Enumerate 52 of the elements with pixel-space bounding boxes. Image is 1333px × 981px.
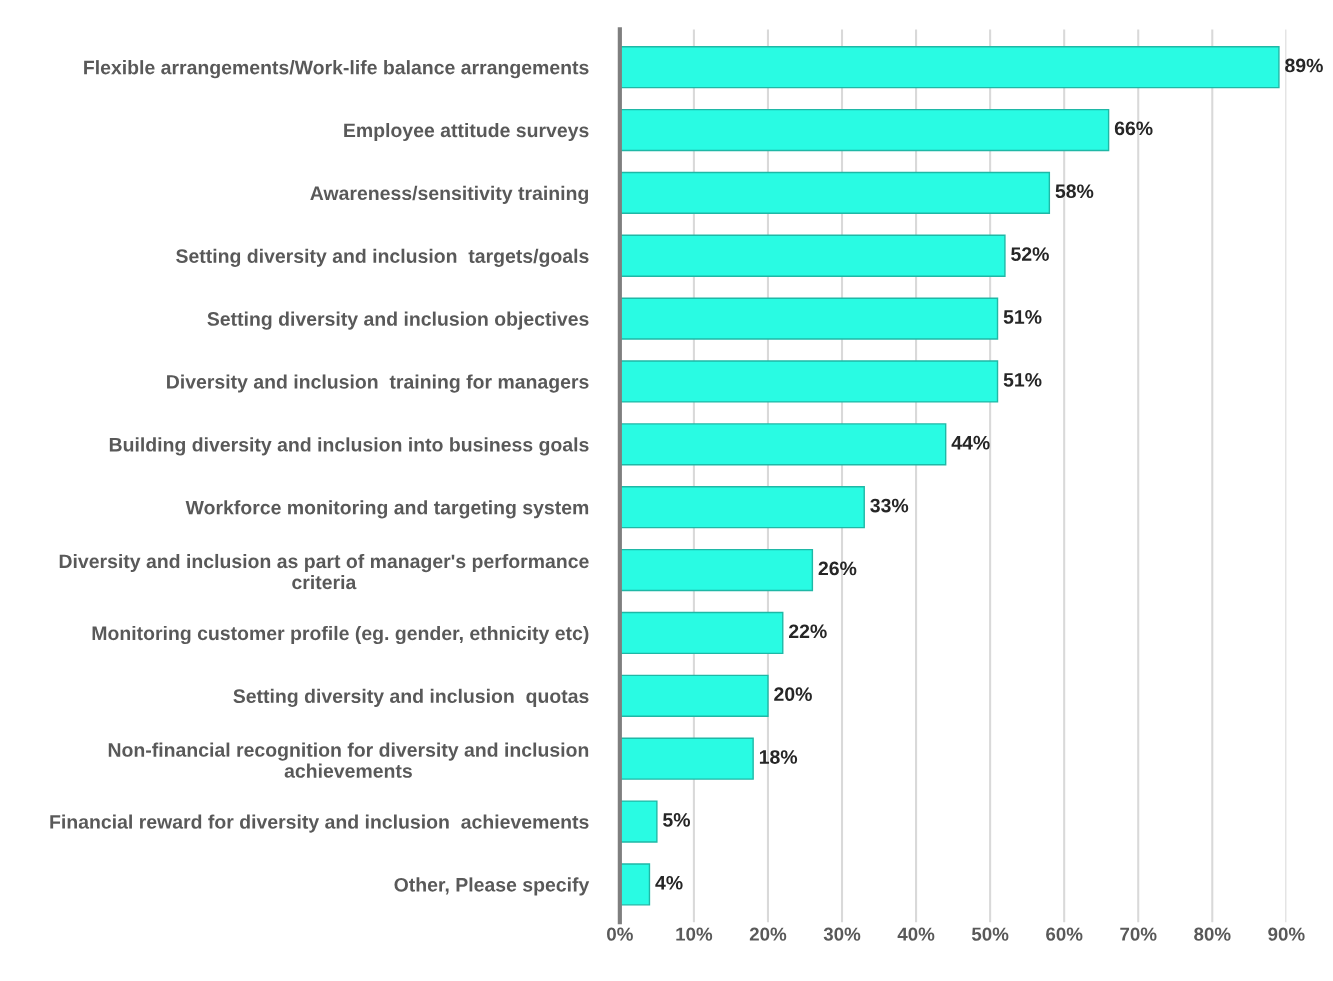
data-label: 5%	[663, 813, 691, 827]
data-label: 66%	[1114, 121, 1153, 136]
y-tick-label: Diversity and inclusion as part of manager's performance criteria	[59, 553, 589, 590]
x-tick-label: 10%	[676, 927, 713, 941]
bar	[619, 360, 999, 403]
y-tick-label: Workforce monitoring and targeting system	[185, 500, 589, 519]
bar	[619, 108, 1110, 152]
bar	[619, 863, 651, 906]
y-tick-label: Flexible arrangements/Work-life balance arrangements	[84, 60, 589, 79]
x-tick-label: 0%	[607, 927, 633, 941]
x-tick-label: 30%	[823, 927, 861, 941]
y-tick-label: Diversity and inclusion training for managers	[167, 374, 589, 393]
data-label: 51%	[1003, 310, 1042, 324]
y-tick-label: Financial reward for diversity and inclusion achievements	[50, 814, 589, 833]
y-tick-label: Non-financial recognition for diversity and inclusion achievements	[108, 742, 589, 778]
data-label: 89%	[1285, 58, 1323, 73]
y-tick-label: Setting diversity and inclusion targets/goals	[176, 248, 589, 267]
x-tick-label: 40%	[897, 927, 935, 941]
data-label: 33%	[870, 498, 909, 513]
x-tick-label: 80%	[1194, 927, 1231, 941]
data-label: 52%	[1011, 247, 1049, 261]
bar	[619, 674, 769, 717]
x-tick-label: 90%	[1268, 927, 1305, 941]
bar	[619, 737, 754, 780]
bar	[619, 611, 784, 655]
data-label: 58%	[1055, 184, 1094, 199]
bar	[619, 234, 1006, 277]
bar	[619, 800, 658, 843]
data-label: 44%	[951, 435, 990, 450]
bar	[619, 486, 865, 529]
y-tick-label: Setting diversity and inclusion quotas	[233, 688, 589, 707]
data-label: 22%	[789, 624, 827, 639]
y-tick-label: Setting diversity and inclusion objectives	[207, 311, 589, 330]
x-tick-label: 50%	[971, 927, 1009, 941]
data-label: 4%	[655, 875, 683, 890]
bar	[619, 297, 999, 340]
y-tick-label: Awareness/sensitivity training	[310, 185, 589, 205]
data-label: 51%	[1003, 372, 1042, 387]
data-label: 18%	[759, 750, 798, 764]
data-label: 20%	[774, 687, 812, 702]
bar	[619, 171, 1051, 215]
data-label: 26%	[818, 561, 857, 576]
bar	[619, 548, 814, 592]
y-tick-label: Monitoring customer profile (eg. gender, ethnicity etc)	[92, 625, 589, 645]
x-tick-label: 20%	[749, 927, 787, 941]
y-tick-label: Other, Please specify	[394, 877, 590, 896]
x-tick-label: 70%	[1120, 927, 1157, 941]
bar	[619, 423, 947, 466]
x-tick-label: 60%	[1046, 927, 1083, 941]
y-tick-label: Employee attitude surveys	[344, 122, 589, 142]
y-tick-label: Building diversity and inclusion into business goals	[109, 437, 589, 456]
bar	[619, 46, 1280, 89]
